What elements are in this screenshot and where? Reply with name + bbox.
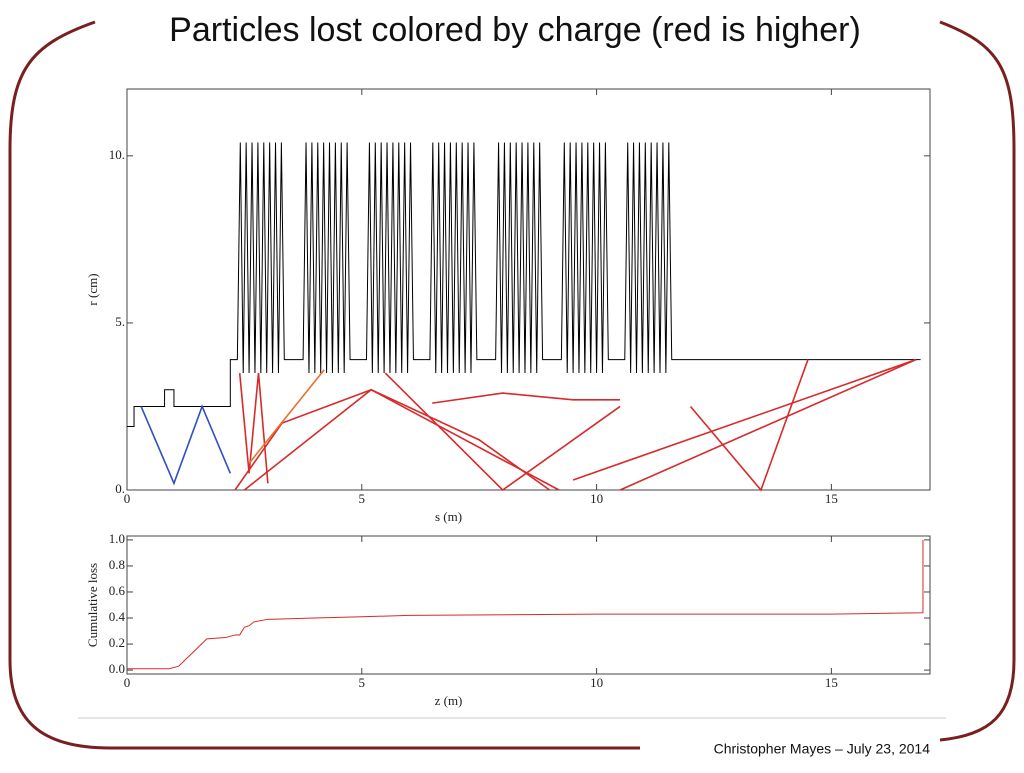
plot-frame [126, 88, 931, 491]
y-tick-label: 10. [109, 147, 125, 162]
y-tick-label: 0.4 [109, 609, 126, 624]
x-axis-label: z (m) [435, 693, 463, 708]
series-line [127, 142, 921, 428]
y-tick-label: 0. [115, 481, 125, 496]
series-line [384, 372, 621, 492]
x-tick-label: 10 [590, 675, 603, 690]
plot-frame [126, 535, 931, 675]
y-tick-label: 1.0 [109, 531, 125, 546]
y-axis-label: r (cm) [85, 273, 100, 305]
x-tick-label: 15 [825, 491, 838, 506]
series-line [238, 372, 269, 484]
series-line [248, 369, 325, 464]
y-tick-label: 0.8 [109, 557, 125, 572]
series-line [140, 404, 232, 486]
x-tick-label: 10 [590, 491, 603, 506]
y-axis-label: Cumulative loss [85, 563, 100, 647]
slide-title: Particles lost colored by charge (red is… [169, 11, 861, 49]
x-tick-label: 5 [359, 491, 366, 506]
slide-border-left [8, 20, 640, 750]
series-line [619, 358, 917, 491]
x-axis-label: s (m) [435, 509, 462, 524]
y-tick-label: 0.2 [109, 635, 125, 650]
charts: 0 5 10 15 0. 5. 10. s (m) r (cm) 0 5 10 15 0.0 0.2 0.4 0… [85, 88, 931, 708]
x-tick-label: 5 [359, 675, 366, 690]
series-line [689, 359, 809, 492]
series-line [243, 388, 560, 491]
footer: Christopher Mayes – July 23, 2014 [714, 741, 931, 757]
y-tick-label: 0.0 [109, 661, 125, 676]
series-line [572, 358, 917, 481]
slide-border-right [939, 20, 1016, 742]
y-tick-label: 5. [115, 314, 125, 329]
x-tick-label: 15 [825, 675, 838, 690]
x-tick-label: 0 [124, 491, 131, 506]
series-line [432, 392, 621, 404]
x-tick-label: 0 [124, 675, 131, 690]
series-line [234, 388, 551, 491]
series-line [127, 539, 924, 670]
y-tick-label: 0.6 [109, 583, 126, 598]
